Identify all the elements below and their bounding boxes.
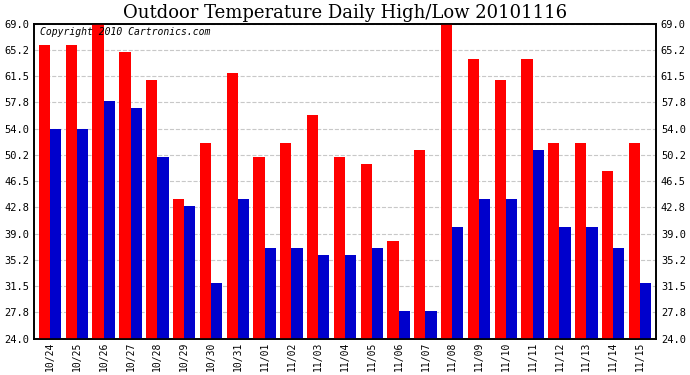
Bar [77,129,88,375]
Bar [452,227,464,375]
Bar [119,52,130,375]
Bar [372,248,383,375]
Bar [468,59,479,375]
Bar [92,24,104,375]
Bar [495,80,506,375]
Bar [318,255,329,375]
Bar [66,45,77,375]
Bar [211,283,222,375]
Bar [104,101,115,375]
Bar [307,115,318,375]
Bar [387,241,399,375]
Bar [613,248,624,375]
Bar [280,143,291,375]
Bar [184,206,195,375]
Bar [146,80,157,375]
Bar [479,199,491,375]
Bar [238,199,249,375]
Text: Copyright 2010 Cartronics.com: Copyright 2010 Cartronics.com [40,27,210,37]
Bar [414,150,426,375]
Bar [602,171,613,375]
Bar [629,143,640,375]
Bar [226,73,238,375]
Bar [533,150,544,375]
Bar [426,310,437,375]
Bar [399,310,410,375]
Bar [253,157,264,375]
Bar [575,143,586,375]
Bar [291,248,303,375]
Bar [130,108,142,375]
Bar [640,283,651,375]
Bar [560,227,571,375]
Bar [334,157,345,375]
Bar [173,199,184,375]
Bar [506,199,517,375]
Bar [50,129,61,375]
Bar [441,24,452,375]
Bar [522,59,533,375]
Bar [264,248,276,375]
Bar [199,143,211,375]
Bar [345,255,356,375]
Bar [586,227,598,375]
Bar [39,45,50,375]
Title: Outdoor Temperature Daily High/Low 20101116: Outdoor Temperature Daily High/Low 20101… [123,4,567,22]
Bar [157,157,168,375]
Bar [361,164,372,375]
Bar [548,143,560,375]
